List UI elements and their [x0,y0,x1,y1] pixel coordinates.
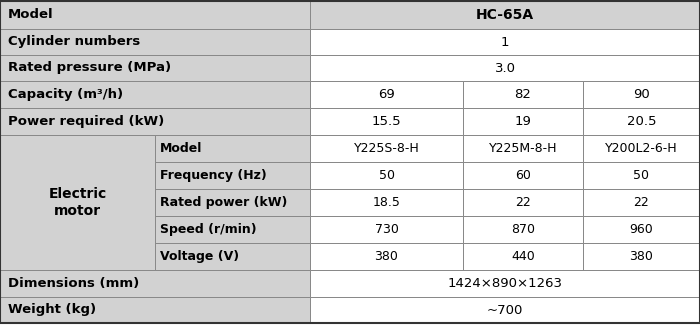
Text: Frequency (Hz): Frequency (Hz) [160,169,267,182]
Bar [310,162,463,189]
Bar [310,297,700,323]
Bar [310,135,463,162]
Bar [463,189,583,216]
Text: Rated power (kW): Rated power (kW) [160,196,288,209]
Text: Y225M-8-H: Y225M-8-H [489,142,557,155]
Text: Y225S-8-H: Y225S-8-H [354,142,419,155]
Bar [310,108,463,135]
Bar [155,216,310,243]
Text: Cylinder numbers: Cylinder numbers [8,35,140,49]
Bar [463,216,583,243]
Text: 1424×890×1263: 1424×890×1263 [447,277,563,290]
Text: 19: 19 [514,115,531,128]
Text: Y200L2-6-H: Y200L2-6-H [606,142,678,155]
Text: Electric
motor: Electric motor [48,187,106,217]
Bar [310,189,463,216]
Bar [583,189,700,216]
Text: 870: 870 [511,223,535,236]
Text: 82: 82 [514,88,531,101]
Text: 1: 1 [500,35,510,49]
Bar [463,243,583,270]
Bar [0,297,310,323]
Text: Model: Model [160,142,202,155]
Bar [0,270,310,297]
Bar [463,81,583,108]
Bar [310,81,463,108]
Text: HC-65A: HC-65A [476,8,534,22]
Text: 60: 60 [515,169,531,182]
Bar [155,243,310,270]
Bar [0,1,310,29]
Text: 380: 380 [629,250,653,263]
Bar [310,243,463,270]
Text: 960: 960 [629,223,653,236]
Text: 18.5: 18.5 [372,196,400,209]
Bar [155,135,310,162]
Text: Capacity (m³/h): Capacity (m³/h) [8,88,123,101]
Text: 22: 22 [515,196,531,209]
Bar [463,135,583,162]
Text: 50: 50 [379,169,395,182]
Text: 90: 90 [633,88,650,101]
Bar [310,270,700,297]
Bar [463,108,583,135]
Bar [583,135,700,162]
Bar [310,55,700,81]
Bar [155,189,310,216]
Bar [583,162,700,189]
Bar [310,1,700,29]
Bar [0,135,155,270]
Text: Rated pressure (MPa): Rated pressure (MPa) [8,62,171,74]
Text: 69: 69 [378,88,395,101]
Text: Power required (kW): Power required (kW) [8,115,164,128]
Text: 15.5: 15.5 [372,115,401,128]
Text: Model: Model [8,9,54,22]
Text: 50: 50 [634,169,650,182]
Bar [583,81,700,108]
Bar [583,243,700,270]
Text: Dimensions (mm): Dimensions (mm) [8,277,139,290]
Text: 22: 22 [634,196,650,209]
Bar [0,55,310,81]
Bar [0,108,310,135]
Text: 380: 380 [374,250,398,263]
Bar [583,108,700,135]
Text: 440: 440 [511,250,535,263]
Bar [155,162,310,189]
Bar [310,29,700,55]
Bar [583,216,700,243]
Text: Weight (kg): Weight (kg) [8,304,96,316]
Text: 20.5: 20.5 [626,115,657,128]
Bar [0,81,310,108]
Bar [463,162,583,189]
Text: Speed (r/min): Speed (r/min) [160,223,257,236]
Bar [310,216,463,243]
Text: ~700: ~700 [486,304,523,316]
Bar [0,29,310,55]
Text: Voltage (V): Voltage (V) [160,250,239,263]
Text: 730: 730 [374,223,398,236]
Text: 3.0: 3.0 [494,62,515,74]
